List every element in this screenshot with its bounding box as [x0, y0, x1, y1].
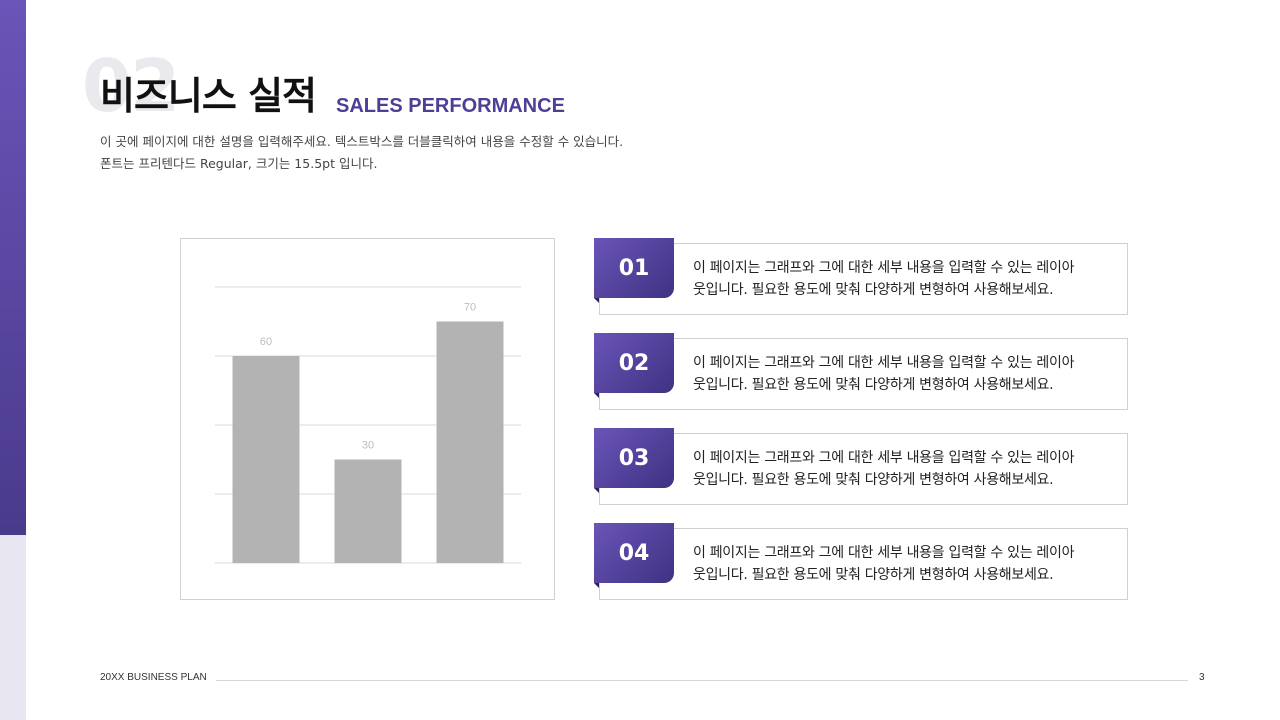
side-accent-lower	[0, 535, 26, 720]
info-card: 03 이 페이지는 그래프와 그에 대한 세부 내용을 입력할 수 있는 레이아…	[594, 428, 1128, 505]
description-line: 폰트는 프리텐다드 Regular, 크기는 15.5pt 입니다.	[100, 156, 378, 171]
card-text-line: 이 페이지는 그래프와 그에 대한 세부 내용을 입력할 수 있는 레이아	[693, 355, 1075, 371]
info-card: 02 이 페이지는 그래프와 그에 대한 세부 내용을 입력할 수 있는 레이아…	[594, 333, 1128, 410]
card-body	[599, 433, 1128, 505]
card-number-tab	[594, 428, 674, 488]
page-number: 3	[1199, 672, 1205, 683]
section-number: 02	[82, 44, 180, 128]
bar-chart-svg: 60 30 70	[215, 286, 521, 564]
card-number: 03	[618, 445, 650, 471]
card-text-line: 이 페이지는 그래프와 그에 대한 세부 내용을 입력할 수 있는 레이아	[693, 260, 1075, 276]
footer-divider	[216, 680, 1188, 681]
card-text: 이 페이지는 그래프와 그에 대한 세부 내용을 입력할 수 있는 레이아 웃입…	[693, 542, 1118, 586]
card-number-tab	[594, 238, 674, 298]
chart-bar	[232, 356, 300, 563]
chart-bar	[334, 459, 402, 563]
card-text-line: 웃입니다. 필요한 용도에 맞춰 다양하게 변형하여 사용해보세요.	[693, 377, 1054, 393]
card-tab-fold	[594, 393, 599, 398]
card-number: 02	[618, 350, 650, 376]
chart-data-label: 70	[464, 302, 476, 314]
card-tab-fold	[594, 583, 599, 588]
card-text-line: 웃입니다. 필요한 용도에 맞춰 다양하게 변형하여 사용해보세요.	[693, 472, 1054, 488]
card-tab-fold	[594, 488, 599, 493]
card-tab-fold	[594, 298, 599, 303]
card-body	[599, 243, 1128, 315]
info-card: 01 이 페이지는 그래프와 그에 대한 세부 내용을 입력할 수 있는 레이아…	[594, 238, 1128, 315]
footer-label: 20XX BUSINESS PLAN	[100, 672, 207, 683]
card-text: 이 페이지는 그래프와 그에 대한 세부 내용을 입력할 수 있는 레이아 웃입…	[693, 447, 1118, 491]
card-text: 이 페이지는 그래프와 그에 대한 세부 내용을 입력할 수 있는 레이아 웃입…	[693, 257, 1118, 301]
card-number: 01	[618, 255, 650, 281]
bar-chart: 60 30 70	[180, 238, 555, 600]
description-line: 이 곳에 페이지에 대한 설명을 입력해주세요. 텍스트박스를 더블클릭하여 내…	[100, 134, 624, 149]
card-text-line: 웃입니다. 필요한 용도에 맞춰 다양하게 변형하여 사용해보세요.	[693, 567, 1054, 583]
card-text-line: 웃입니다. 필요한 용도에 맞춰 다양하게 변형하여 사용해보세요.	[693, 282, 1054, 298]
side-accent-bar	[0, 0, 26, 535]
card-number-tab	[594, 333, 674, 393]
page-description: 이 곳에 페이지에 대한 설명을 입력해주세요. 텍스트박스를 더블클릭하여 내…	[100, 131, 623, 175]
card-body	[599, 528, 1128, 600]
chart-data-label: 60	[260, 336, 272, 348]
chart-data-label: 30	[362, 440, 374, 452]
page-subtitle: SALES PERFORMANCE	[336, 95, 565, 117]
card-text: 이 페이지는 그래프와 그에 대한 세부 내용을 입력할 수 있는 레이아 웃입…	[693, 352, 1118, 396]
card-text-line: 이 페이지는 그래프와 그에 대한 세부 내용을 입력할 수 있는 레이아	[693, 450, 1075, 466]
page-title: 비즈니스 실적	[100, 74, 317, 118]
card-number: 04	[618, 540, 650, 566]
card-number-tab	[594, 523, 674, 583]
chart-bar	[436, 321, 504, 563]
card-body	[599, 338, 1128, 410]
info-card: 04 이 페이지는 그래프와 그에 대한 세부 내용을 입력할 수 있는 레이아…	[594, 523, 1128, 600]
card-text-line: 이 페이지는 그래프와 그에 대한 세부 내용을 입력할 수 있는 레이아	[693, 545, 1075, 561]
